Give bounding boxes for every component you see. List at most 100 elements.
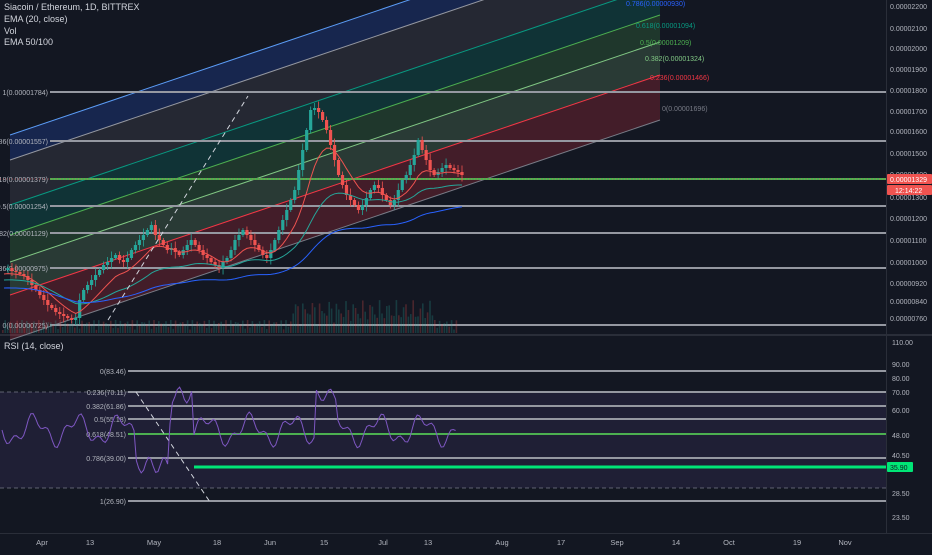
volume-bar — [287, 326, 290, 333]
volume-bar — [299, 326, 302, 333]
volume-bar — [362, 300, 364, 333]
time-axis-divider — [0, 533, 932, 534]
volume-bar — [417, 316, 419, 333]
volume-bar — [191, 320, 194, 333]
candle-body — [328, 130, 333, 145]
price-axis-tick: 0.00001800 — [890, 88, 927, 95]
volume-bar — [52, 325, 54, 333]
volume-bar — [26, 320, 28, 333]
volume-bar — [455, 320, 458, 333]
rsi-current-tag — [887, 462, 913, 472]
volume-bar — [153, 320, 155, 333]
fib-channel-band — [10, 15, 660, 262]
candle-body — [101, 265, 106, 270]
volume-bar — [263, 320, 266, 333]
candle-body — [400, 180, 404, 190]
indicator-ema20-label[interactable]: EMA (20, close) — [4, 14, 68, 24]
fib-channel-band — [10, 0, 660, 235]
candle-body — [289, 200, 293, 210]
volume-bar — [328, 301, 330, 333]
fib-retracement-label: 0.5(0.00001254) — [0, 204, 48, 211]
volume-bar — [78, 328, 81, 333]
volume-bar — [244, 328, 246, 333]
candle-body — [90, 280, 94, 285]
time-axis-label: Apr — [36, 538, 48, 547]
volume-bar — [345, 301, 347, 333]
volume-bar — [326, 315, 328, 333]
candle-body — [313, 108, 317, 110]
rsi-axis-tick: 60.00 — [892, 408, 910, 415]
volume-bar — [124, 323, 126, 333]
volume-bar — [407, 316, 410, 333]
rsi-fib-label: 0.382(61.86) — [86, 404, 126, 411]
volume-bar — [196, 321, 198, 333]
volume-bar — [150, 328, 153, 333]
volume-bar — [270, 325, 273, 333]
volume-bar — [9, 321, 11, 333]
volume-bar — [402, 307, 405, 333]
time-axis-label: Sep — [610, 538, 623, 547]
volume-bar — [350, 320, 352, 333]
candle-body — [428, 160, 432, 170]
price-axis-tick: 0.00000920 — [890, 281, 927, 288]
time-axis-label: 15 — [320, 538, 328, 547]
candle-body — [352, 200, 357, 205]
volume-bar — [33, 321, 35, 333]
fib-retracement-label: 0.618(0.00001379) — [0, 177, 48, 184]
candle-body — [261, 250, 265, 255]
volume-bar — [98, 320, 100, 333]
indicator-vol-label[interactable]: Vol — [4, 26, 17, 36]
ema20-line — [3, 147, 463, 314]
volume-bar — [148, 320, 150, 333]
candle-body — [165, 245, 169, 250]
indicator-ema-50-100-label[interactable]: EMA 50/100 — [4, 37, 54, 47]
volume-bar — [316, 324, 318, 333]
candle-body — [301, 150, 305, 170]
time-axis-label: 13 — [424, 538, 432, 547]
candle-body — [50, 305, 54, 308]
candle-body — [117, 255, 122, 260]
rsi-fib-label: 0.236(70.11) — [87, 390, 126, 397]
rsi-fib-label: 1(26.90) — [100, 499, 126, 506]
candle-body — [10, 268, 14, 271]
volume-bar — [275, 322, 278, 333]
volume-bar — [18, 328, 21, 333]
candle-body — [420, 140, 424, 150]
dashed-trend-line — [107, 95, 249, 321]
volume-bar — [419, 308, 422, 333]
candle-body — [185, 245, 189, 250]
candle-body — [129, 250, 134, 258]
volume-bar — [354, 308, 357, 333]
volume-bar — [400, 317, 402, 333]
candle-body — [66, 316, 70, 318]
volume-bar — [57, 329, 59, 333]
volume-bar — [422, 303, 424, 333]
volume-bar — [302, 303, 304, 333]
price-axis-tick: 0.00001500 — [890, 151, 927, 158]
rsi-pane-title[interactable]: RSI (14, close) — [4, 341, 64, 351]
volume-bar — [11, 322, 14, 333]
candle-body — [233, 240, 237, 250]
volume-bar — [141, 322, 143, 333]
volume-bar — [38, 320, 40, 333]
fib-channel-line-0.5 — [9, 14, 661, 236]
volume-bar — [443, 323, 446, 333]
candle-body — [6, 268, 10, 270]
candle-body — [133, 245, 138, 250]
candle-body — [70, 318, 74, 320]
volume-bar — [388, 305, 390, 333]
volume-bar — [186, 320, 189, 333]
candle-body — [149, 225, 153, 230]
candle-body — [440, 168, 444, 172]
volume-bar — [42, 320, 45, 333]
fib-channel-label: 0(0.00001696) — [662, 106, 708, 113]
volume-bar — [189, 329, 191, 333]
fib-channel-label: 0.236(0.00001466) — [650, 75, 709, 82]
volume-bar — [256, 323, 258, 333]
candle-body — [297, 170, 301, 190]
symbol-title[interactable]: Siacoin / Ethereum, 1D, BITTREX — [4, 2, 140, 12]
candle-body — [309, 110, 313, 130]
volume-bar — [194, 326, 196, 333]
